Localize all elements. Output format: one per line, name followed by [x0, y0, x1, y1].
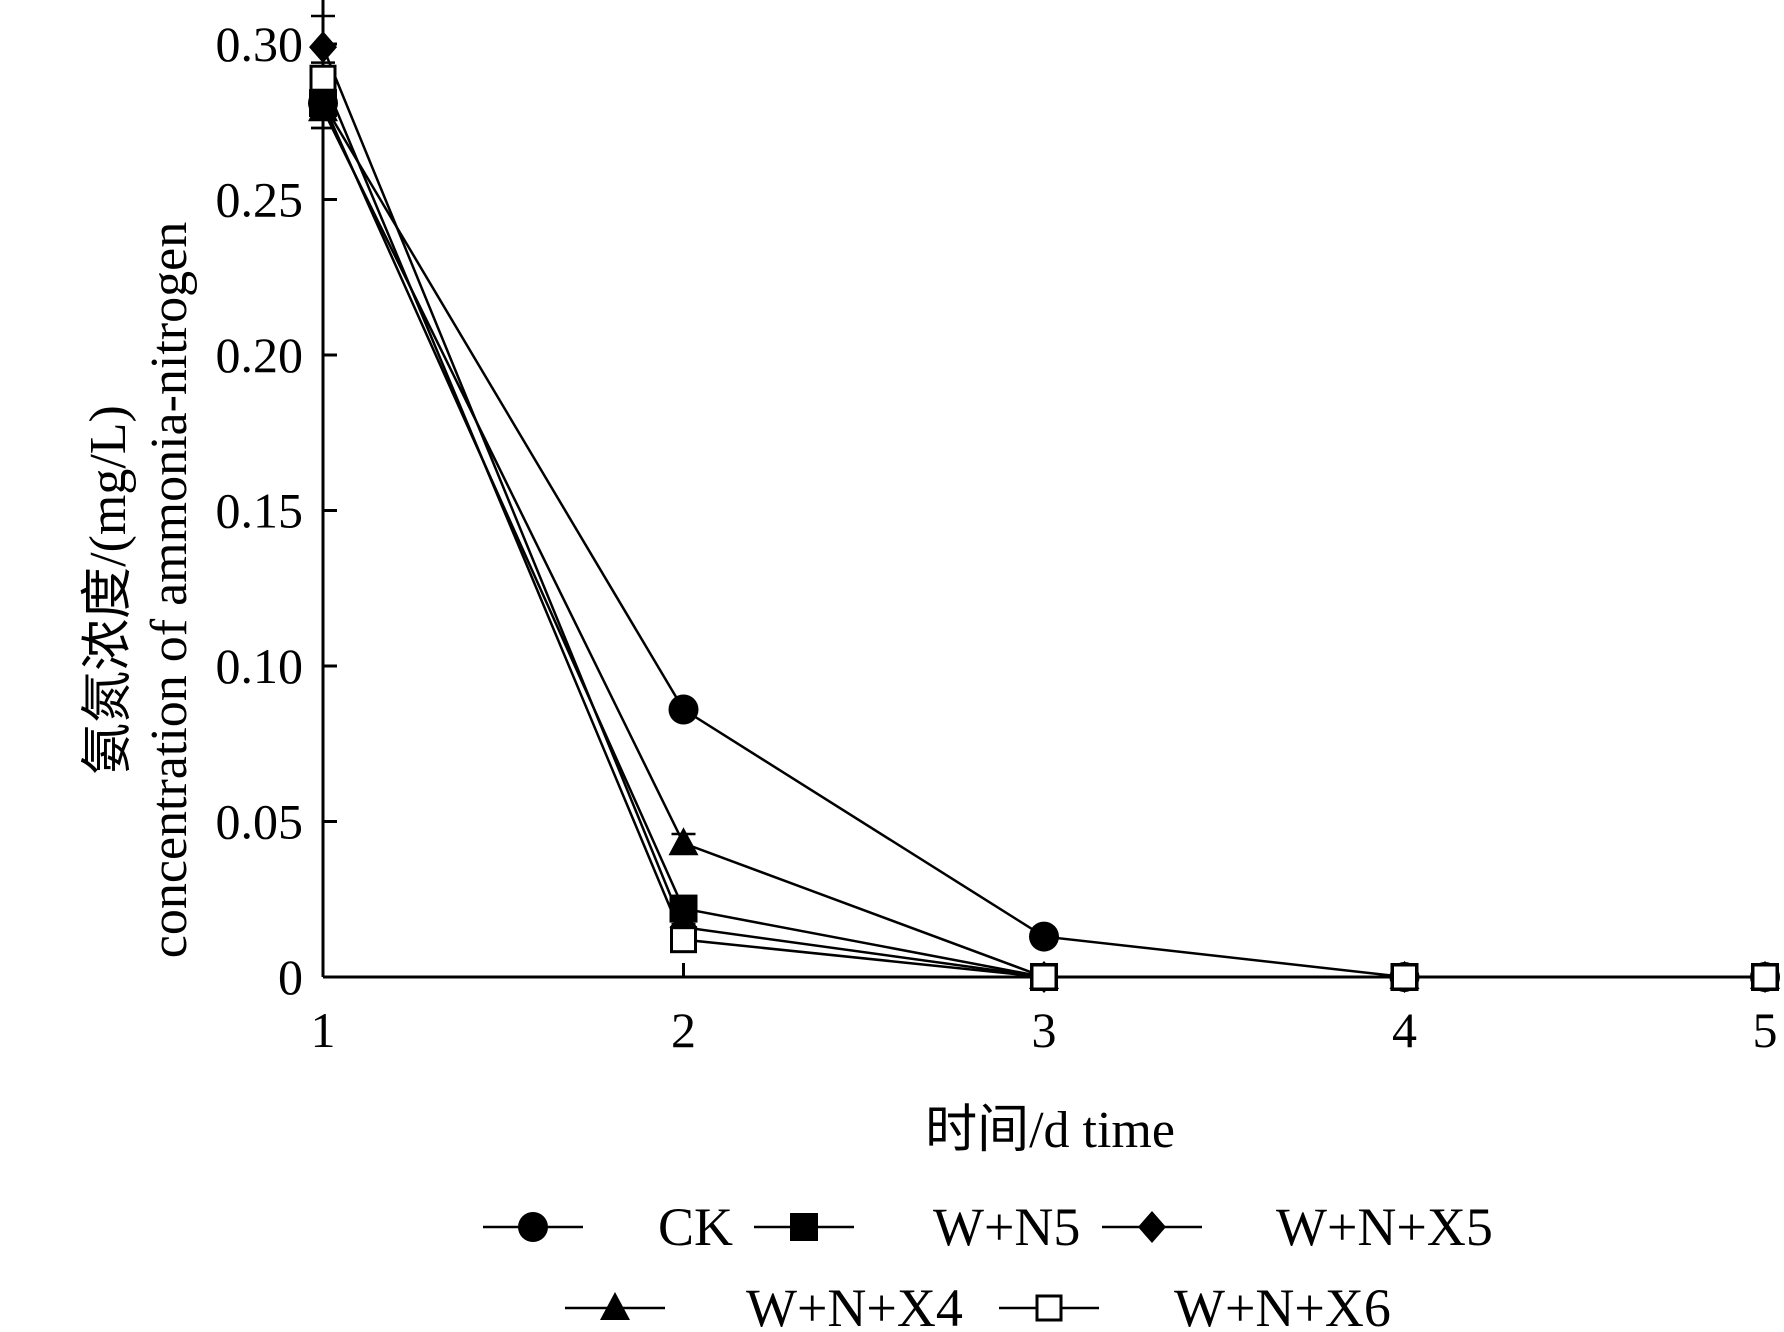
series-line-1 [321, 102, 1765, 979]
y-tick-label: 0.10 [216, 638, 304, 694]
legend-entry-1: CK [483, 1197, 733, 1257]
tick-labels: 0 0.05 0.10 0.15 0.20 0.25 0.30 1 2 3 4 5 [216, 16, 1778, 1058]
legend-entry-3: W+N+X5 [1102, 1197, 1493, 1257]
series-line-4 [321, 108, 1765, 979]
series-line-3 [321, 46, 1765, 979]
y-axis-title-line1: 氨氮浓度/(mg/L) [80, 405, 137, 775]
legend-marker [518, 1212, 548, 1242]
data-point [1029, 921, 1059, 952]
legend-label: W+N+X5 [1276, 1197, 1493, 1257]
data-point [668, 827, 699, 856]
legend-entry-5: W+N+X6 [999, 1278, 1391, 1332]
x-tick-label: 5 [1753, 1002, 1778, 1058]
data-point [1751, 963, 1779, 991]
legend-label: W+N+X6 [1174, 1278, 1391, 1332]
data-point [1030, 963, 1058, 991]
y-tick-label: 0.15 [216, 483, 304, 539]
series-line-5 [321, 77, 1765, 979]
legend-marker [790, 1213, 818, 1241]
y-tick-label: 0.20 [216, 327, 304, 383]
legend-label: CK [658, 1197, 733, 1257]
y-axis-title: 氨氮浓度/(mg/L) [80, 405, 137, 775]
y-axis-title-2: concentration of ammonia-nitrogen [141, 222, 198, 958]
axes [321, 0, 1775, 979]
legend-marker [600, 1292, 630, 1320]
legend-marker [1035, 1294, 1063, 1322]
data-point [309, 31, 337, 64]
data-point [668, 694, 699, 725]
error-bars [311, 14, 1056, 945]
x-axis-title: 时间/d time [925, 1102, 1175, 1159]
legend-marker [1138, 1211, 1166, 1243]
legend-label: W+N+X4 [746, 1278, 963, 1332]
legend-entry-2: W+N5 [754, 1197, 1080, 1257]
x-tick-label: 4 [1392, 1002, 1417, 1058]
y-tick-label: 0.30 [216, 16, 304, 72]
data-point [670, 926, 697, 954]
y-tick-label: 0.25 [216, 172, 304, 228]
data-point [308, 93, 338, 122]
legend-label: W+N5 [933, 1197, 1080, 1257]
series-markers [308, 31, 1780, 993]
y-axis-title-line2: concentration of ammonia-nitrogen [141, 222, 198, 958]
legend: CK W+N5 W+N+X5 W+N+X4 W+N+X6 [483, 1197, 1493, 1332]
x-tick-label: 2 [671, 1002, 696, 1058]
series-lines [321, 46, 1765, 979]
series-line-2 [321, 102, 1765, 979]
data-point [309, 64, 337, 92]
legend-entry-4: W+N+X4 [565, 1278, 963, 1332]
x-tick-label: 3 [1032, 1002, 1057, 1058]
x-tick-label: 1 [311, 1002, 336, 1058]
y-tick-label: 0.05 [216, 794, 304, 850]
y-tick-label: 0 [278, 949, 303, 1005]
data-point [1391, 963, 1418, 991]
